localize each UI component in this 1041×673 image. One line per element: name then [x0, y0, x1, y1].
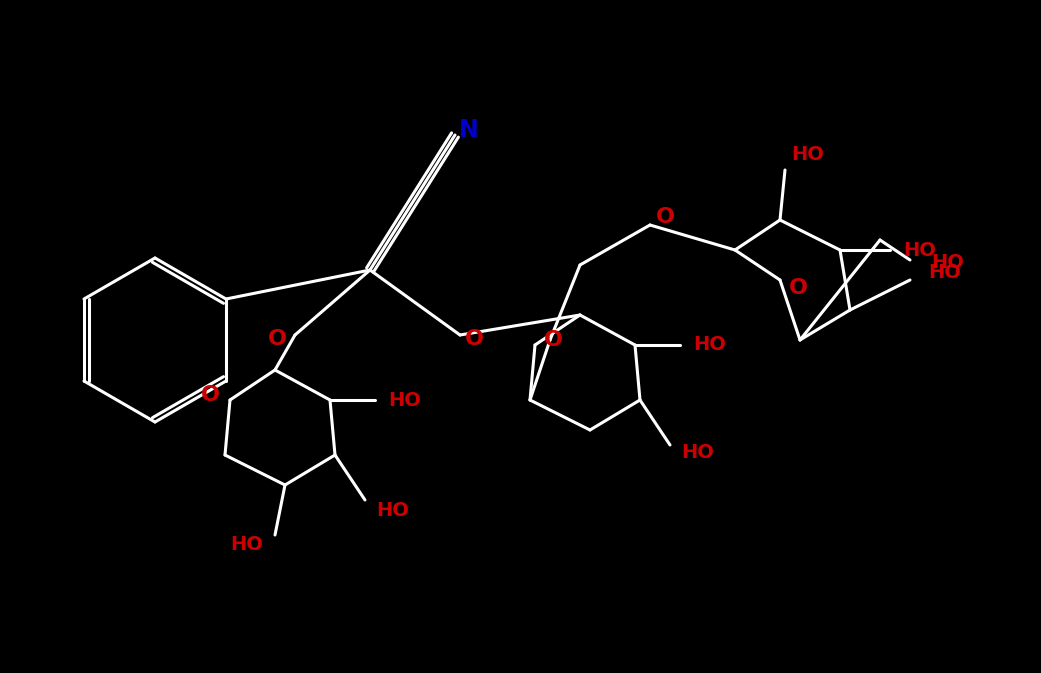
- Text: O: O: [464, 329, 483, 349]
- Text: HO: HO: [388, 390, 422, 409]
- Text: HO: HO: [682, 443, 714, 462]
- Text: O: O: [788, 278, 808, 298]
- Text: O: O: [543, 330, 562, 350]
- Text: HO: HO: [929, 262, 962, 281]
- Text: HO: HO: [230, 536, 263, 555]
- Text: HO: HO: [932, 252, 964, 271]
- Text: HO: HO: [377, 501, 409, 520]
- Text: O: O: [268, 329, 286, 349]
- Text: N: N: [459, 118, 479, 142]
- Text: HO: HO: [791, 145, 824, 164]
- Text: HO: HO: [904, 240, 937, 260]
- Text: HO: HO: [693, 336, 727, 355]
- Text: O: O: [201, 385, 220, 405]
- Text: O: O: [656, 207, 675, 227]
